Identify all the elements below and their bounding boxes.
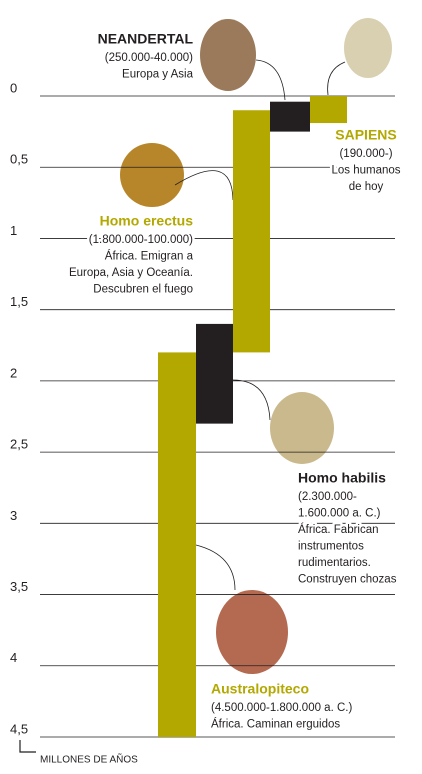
y-tick-label: 4,5 xyxy=(10,721,28,736)
series-note: África. Emigran a xyxy=(105,250,194,263)
series-note: Europa, Asia y Oceanía. xyxy=(69,267,193,279)
series-note: rudimentarios. xyxy=(298,557,371,569)
y-tick-label: 2,5 xyxy=(10,437,28,452)
series-note: Descubren el fuego xyxy=(93,284,193,296)
axis-corner xyxy=(20,740,36,752)
range-bar xyxy=(196,324,233,424)
series-note: Los humanos xyxy=(331,165,400,177)
series-note: (250.000-40.000) xyxy=(105,52,193,64)
y-tick-label: 1,5 xyxy=(10,294,28,309)
series-note: África. Caminan erguidos xyxy=(211,718,340,731)
y-tick-label: 0 xyxy=(10,80,17,95)
y-tick-label: 4 xyxy=(10,650,17,665)
series-note: África. Fabrican xyxy=(298,523,379,536)
series-note: Europa y Asia xyxy=(122,69,194,81)
series-note: 1.600.000 a. C.) xyxy=(298,508,381,520)
series-name: Homo habilis xyxy=(298,470,386,486)
series-name: Homo erectus xyxy=(100,213,194,229)
range-bar xyxy=(158,352,196,737)
series-note: (1.800.000-100.000) xyxy=(89,234,193,246)
series-name: SAPIENS xyxy=(335,127,396,143)
series-note: (190.000-) xyxy=(339,148,392,160)
y-axis-label: MILLONES DE AÑOS xyxy=(40,753,138,766)
range-bar xyxy=(310,96,347,123)
y-tick-label: 0,5 xyxy=(10,152,28,167)
chart: MILLONES DE AÑOS 0 0,5 1 1,5 2 2,5 3 3,5 4 4,5 Aus… xyxy=(0,0,422,769)
y-tick-label: 1 xyxy=(10,223,17,238)
series-note: (2.300.000- xyxy=(298,491,357,503)
series-name: Australopiteco xyxy=(211,681,309,697)
y-tick-label: 2 xyxy=(10,365,17,380)
series-name: NEANDERTAL xyxy=(98,31,194,47)
range-bar xyxy=(270,102,310,132)
series-note: (4.500.000-1.800.000 a. C.) xyxy=(211,702,352,714)
series-note: de hoy xyxy=(349,181,384,193)
range-bar xyxy=(233,110,270,352)
y-tick-label: 3,5 xyxy=(10,579,28,594)
series-note: instrumentos xyxy=(298,541,364,553)
y-tick-label: 3 xyxy=(10,508,17,523)
series-note: Construyen chozas xyxy=(298,574,397,586)
